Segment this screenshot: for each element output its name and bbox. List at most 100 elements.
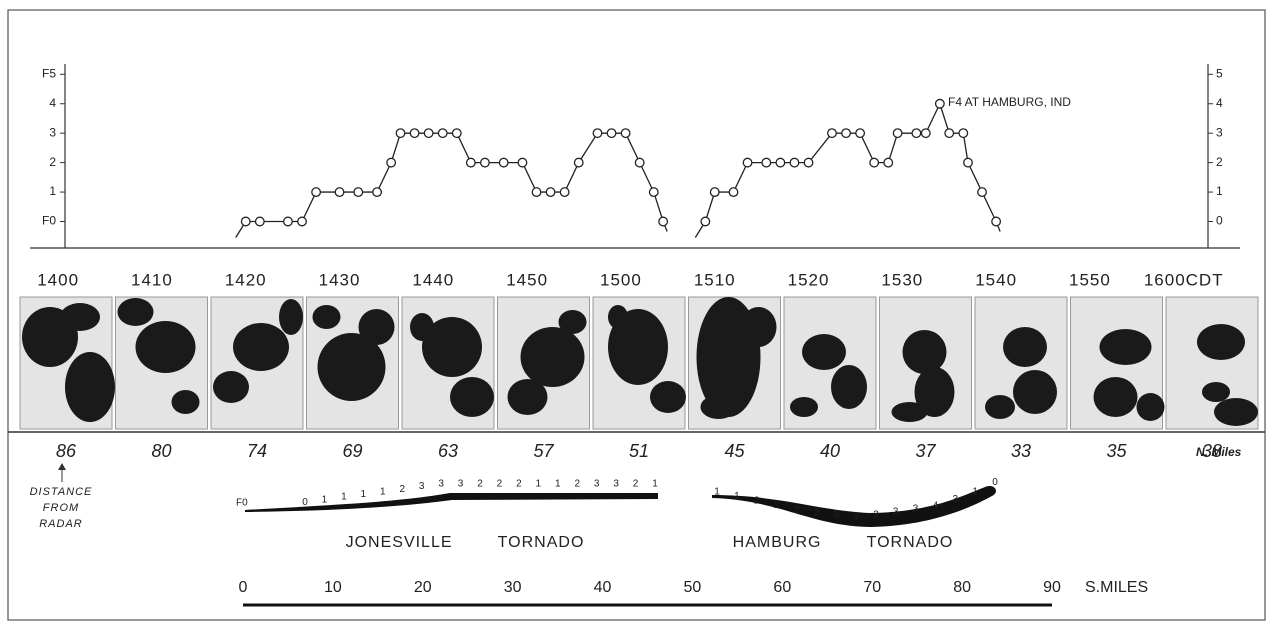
annotation: F4 AT HAMBURG, IND — [948, 95, 1071, 109]
track-rating: 2 — [794, 505, 800, 516]
intensity-point — [467, 158, 476, 167]
track-rating: 3 — [594, 479, 600, 490]
scale-label: 90 — [1043, 579, 1061, 596]
echo — [608, 305, 628, 329]
track-rating: 1 — [734, 491, 740, 502]
radar-frame — [211, 297, 303, 429]
distance-label: 45 — [724, 441, 745, 461]
intensity-point — [710, 188, 719, 197]
scale-label: 0 — [239, 579, 248, 596]
distance-label: 57 — [533, 441, 554, 461]
echo — [521, 327, 585, 387]
track-rating: 3 — [419, 481, 425, 492]
y2-tick-label: 0 — [1216, 214, 1223, 228]
echo — [1214, 398, 1258, 426]
radar-frame — [498, 297, 590, 429]
distance-label: 63 — [438, 441, 458, 461]
intensity-point — [298, 217, 307, 226]
distance-caption: DISTANCE FROM RADAR — [28, 484, 94, 532]
y-tick-label: F5 — [42, 66, 56, 80]
echo — [508, 379, 548, 415]
intensity-point — [936, 99, 945, 108]
track-rating: 2 — [814, 507, 820, 518]
track-rating: 1 — [341, 492, 347, 503]
scale-label: 70 — [863, 579, 881, 596]
intensity-point — [743, 158, 752, 167]
radar-frame — [116, 297, 208, 429]
distance-unit: N. Miles — [1196, 445, 1242, 459]
intensity-point — [532, 188, 541, 197]
distance-label: 40 — [820, 441, 840, 461]
track-rating: 1 — [361, 489, 367, 500]
y-tick-label: 1 — [49, 184, 56, 198]
intensity-point — [452, 129, 461, 138]
intensity-point — [335, 188, 344, 197]
track-rating: 3 — [438, 479, 444, 490]
y2-tick-label: 5 — [1216, 66, 1223, 80]
echo — [410, 313, 434, 341]
scale-label: 30 — [504, 579, 522, 596]
track-rating: 2 — [497, 479, 503, 490]
intensity-point — [256, 217, 265, 226]
page: Tornado intensity and radar record html,… — [0, 0, 1273, 627]
track-rating: 1 — [322, 494, 328, 505]
radar-frame — [593, 297, 686, 429]
echo — [359, 309, 395, 345]
track-rating: 4 — [933, 500, 939, 511]
radar-frame — [784, 297, 876, 429]
track-rating: 2 — [574, 479, 580, 490]
intensity-point — [312, 188, 321, 197]
intensity-point — [424, 129, 433, 138]
intensity-point — [546, 188, 555, 197]
track-rating: 3 — [458, 479, 464, 490]
figure: {"chart_data": {"type": "line", "annotat… — [0, 0, 1273, 627]
chart: F4 AT HAMBURG, IND F0 1 2 3 4 F5 0 1 2 3 45 1 40 0 1 4 1… — [0, 0, 1273, 627]
y-tick-label: 2 — [49, 155, 56, 169]
intensity-point — [912, 129, 921, 138]
tornado-name: HAMBURG TORNADO — [733, 534, 954, 551]
track-rating: 2 — [399, 484, 405, 495]
y2-tick-label: 4 — [1216, 96, 1223, 110]
track-rating: 3 — [613, 479, 619, 490]
track-rating: 1 — [972, 487, 978, 498]
x-tick-label: 1550 — [1069, 270, 1111, 289]
x-tick-label: 1430 — [319, 270, 361, 289]
track-rating: 3 — [953, 494, 959, 505]
distance-label: 74 — [247, 441, 267, 461]
intensity-point — [373, 188, 382, 197]
intensity-point — [729, 188, 738, 197]
intensity-point — [992, 217, 1001, 226]
track-rating: 0 — [992, 477, 998, 488]
intensity-point — [842, 129, 851, 138]
distance-label: 33 — [1011, 441, 1031, 461]
intensity-point — [284, 217, 293, 226]
x-tick-label: 1530 — [881, 270, 923, 289]
echo — [985, 395, 1015, 419]
distance-label: 69 — [342, 441, 362, 461]
track-start-label: F0 — [236, 498, 248, 509]
intensity-point — [607, 129, 616, 138]
intensity-point — [921, 129, 930, 138]
intensity-point — [659, 217, 668, 226]
distance-label: 35 — [1106, 441, 1127, 461]
echo — [831, 365, 867, 409]
x-tick-label: 1450 — [506, 270, 548, 289]
intensity-point — [593, 129, 602, 138]
y2-tick-label: 1 — [1216, 184, 1223, 198]
intensity-point — [499, 158, 508, 167]
x-tick-label: 1440 — [412, 270, 454, 289]
track-rating: 1 — [555, 479, 561, 490]
echo — [213, 371, 249, 403]
track-rating: 3 — [893, 506, 899, 517]
intensity-point — [828, 129, 837, 138]
scale-label: 40 — [594, 579, 612, 596]
intensity-point — [518, 158, 527, 167]
echo — [233, 323, 289, 371]
x-tick-label: 1520 — [788, 270, 830, 289]
intensity-point — [762, 158, 771, 167]
intensity-point — [574, 158, 583, 167]
intensity-point — [964, 158, 973, 167]
track-rating: 1 — [380, 486, 386, 497]
echo — [903, 330, 947, 374]
echo — [1202, 382, 1230, 402]
